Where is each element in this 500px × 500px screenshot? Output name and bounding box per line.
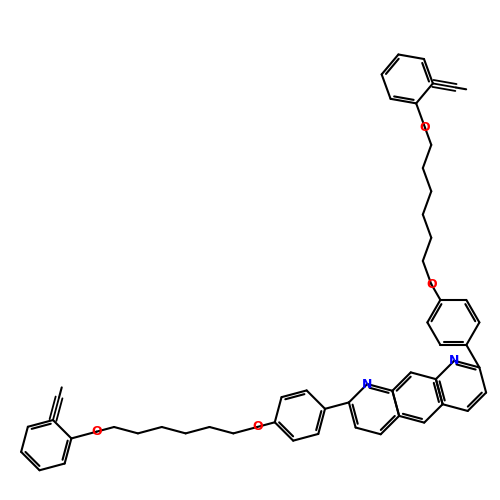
Text: O: O bbox=[91, 425, 102, 438]
Text: N: N bbox=[449, 354, 460, 367]
Text: O: O bbox=[420, 122, 430, 134]
Text: N: N bbox=[362, 378, 372, 390]
Text: O: O bbox=[252, 420, 262, 434]
Text: O: O bbox=[426, 278, 436, 290]
